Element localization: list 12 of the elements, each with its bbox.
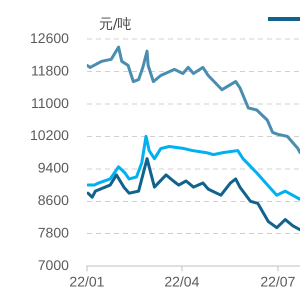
y-tick-label: 9400 <box>38 160 70 176</box>
y-tick-label: 8600 <box>38 192 70 208</box>
y-tick-label: 11000 <box>31 94 70 111</box>
y-tick-label: 7800 <box>38 224 70 241</box>
x-tick-label: 22/04 <box>164 273 200 290</box>
y-tick-label: 11800 <box>31 62 70 78</box>
y-tick-label: 12600 <box>30 30 70 46</box>
y-axis-title: 元/吨 <box>98 16 132 33</box>
x-tick-label: 22/07 <box>260 273 296 290</box>
x-tick-label: 22/01 <box>69 273 105 290</box>
y-tick-label: 7000 <box>38 257 70 274</box>
y-tick-label: 10200 <box>30 127 70 144</box>
